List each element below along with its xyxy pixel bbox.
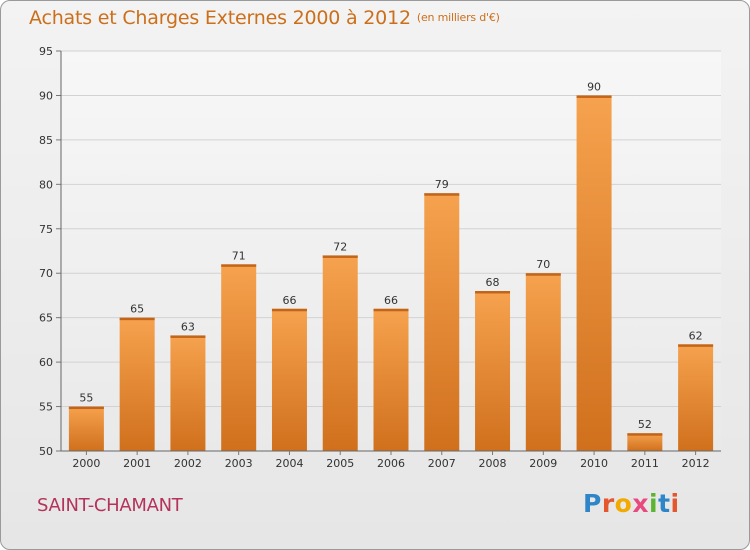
- bar-cap-2010: [576, 95, 612, 98]
- value-label-2004: 66: [282, 294, 296, 307]
- x-tick-label-2003: 2003: [225, 457, 253, 470]
- logo-letter: P: [583, 489, 602, 518]
- y-tick-label: 55: [39, 401, 53, 414]
- logo-letter: i: [670, 489, 680, 518]
- x-tick-label-2009: 2009: [529, 457, 557, 470]
- bar-cap-2001: [119, 317, 155, 321]
- value-label-2005: 72: [333, 240, 347, 253]
- value-label-2012: 62: [689, 329, 703, 342]
- bar-2003: [221, 264, 257, 451]
- y-tick-label: 75: [39, 223, 53, 236]
- y-tick-label: 60: [39, 356, 53, 369]
- value-label-2007: 79: [435, 178, 449, 191]
- bar-cap-2012: [678, 344, 714, 347]
- value-label-2001: 65: [130, 303, 144, 316]
- bar-2005: [322, 255, 358, 451]
- y-tick-label: 85: [39, 134, 53, 147]
- value-label-2003: 71: [232, 249, 246, 262]
- value-label-2009: 70: [536, 258, 550, 271]
- x-tick-label-2006: 2006: [377, 457, 405, 470]
- bar-2000: [68, 406, 104, 451]
- bar-cap-2011: [627, 433, 663, 436]
- bar-cap-2006: [373, 308, 409, 312]
- bar-cap-2000: [68, 406, 104, 410]
- bar-2004: [271, 308, 307, 451]
- x-tick-label-2008: 2008: [479, 457, 507, 470]
- x-tick-label-2007: 2007: [428, 457, 456, 470]
- y-tick-label: 70: [39, 267, 53, 280]
- value-label-2011: 52: [638, 418, 652, 431]
- bar-cap-2008: [475, 291, 511, 294]
- y-tick-label: 50: [39, 445, 53, 458]
- bar-cap-2007: [424, 193, 460, 196]
- y-tick-label: 80: [39, 178, 53, 191]
- bar-cap-2004: [271, 308, 307, 312]
- bar-2006: [373, 308, 409, 451]
- logo-letter: x: [632, 489, 649, 518]
- proxiti-logo: Proxiti: [583, 489, 680, 518]
- x-tick-label-2004: 2004: [275, 457, 303, 470]
- chart-title: Achats et Charges Externes 2000 à 2012 (e…: [29, 7, 500, 29]
- value-label-2008: 68: [486, 276, 500, 289]
- x-tick-label-2005: 2005: [326, 457, 354, 470]
- bar-2011: [627, 433, 663, 451]
- x-tick-label-2001: 2001: [123, 457, 151, 470]
- y-tick-label: 65: [39, 312, 53, 325]
- x-tick-label-2000: 2000: [72, 457, 100, 470]
- x-tick-label-2010: 2010: [580, 457, 608, 470]
- value-label-2002: 63: [181, 320, 195, 333]
- value-label-2010: 90: [587, 80, 601, 93]
- chart-unit-note: (en milliers d'€): [416, 11, 500, 24]
- bar-cap-2005: [322, 255, 358, 258]
- x-tick-label-2011: 2011: [631, 457, 659, 470]
- logo-letter: i: [649, 489, 659, 518]
- x-tick-label-2012: 2012: [682, 457, 710, 470]
- value-label-2006: 66: [384, 294, 398, 307]
- logo-letter: t: [658, 489, 671, 518]
- place-name: SAINT-CHAMANT: [37, 495, 183, 516]
- bar-2009: [525, 273, 561, 451]
- x-tick-label-2002: 2002: [174, 457, 202, 470]
- y-tick-label: 90: [39, 89, 53, 102]
- bar-2001: [119, 317, 155, 451]
- y-tick-label: 95: [39, 45, 53, 58]
- bar-2012: [678, 344, 714, 451]
- value-label-2000: 55: [79, 392, 93, 405]
- logo-letter: o: [614, 489, 633, 518]
- bar-2007: [424, 193, 460, 451]
- bar-cap-2003: [221, 264, 257, 267]
- bar-cap-2009: [525, 273, 561, 276]
- bar-2008: [475, 291, 511, 451]
- bar-2002: [170, 335, 206, 451]
- bar-2010: [576, 95, 612, 451]
- bar-cap-2002: [170, 335, 206, 338]
- logo-letter: r: [601, 489, 615, 518]
- chart-title-text: Achats et Charges Externes 2000 à 2012: [29, 7, 411, 29]
